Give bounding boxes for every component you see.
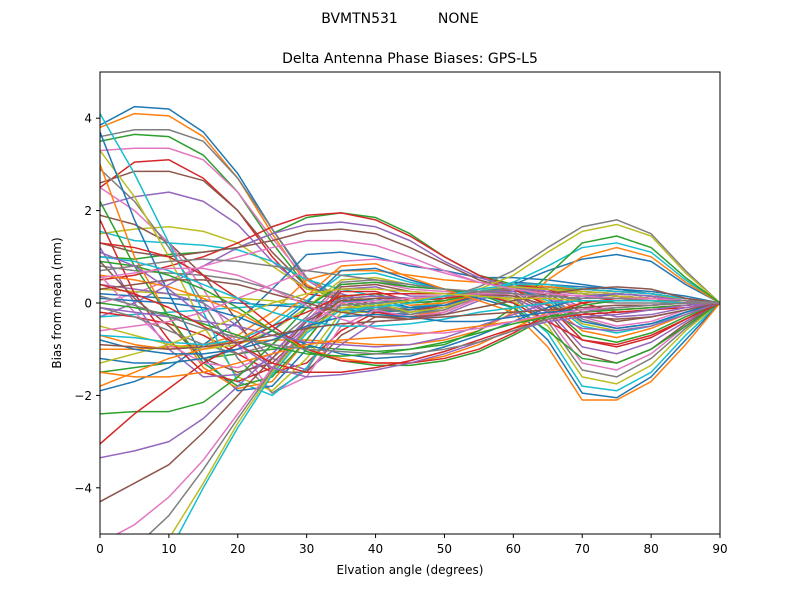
x-axis-label: Elvation angle (degrees) <box>337 563 484 577</box>
series-layer <box>100 105 720 534</box>
series-line-50 <box>177 283 720 534</box>
series-line-44 <box>100 293 720 445</box>
series-line-66 <box>100 302 720 350</box>
x-axis: 0 10 20 30 40 50 60 70 80 90 <box>96 534 728 556</box>
series-line-68 <box>100 295 720 355</box>
series-line-64 <box>100 283 720 374</box>
series-line-40 <box>100 272 720 392</box>
y-axis: −4 −2 0 2 4 <box>74 112 100 495</box>
series-line-58 <box>100 258 720 304</box>
series-line-35 <box>100 247 720 378</box>
x-tick-label: 10 <box>161 542 176 556</box>
series-line-42 <box>100 262 720 401</box>
y-tick-label: −4 <box>74 481 92 495</box>
chart-title: Delta Antenna Phase Biases: GPS-L5 <box>282 51 538 67</box>
y-tick-label: 2 <box>84 204 92 218</box>
series-line-65 <box>100 251 720 378</box>
x-tick-label: 70 <box>575 542 590 556</box>
x-tick-label: 50 <box>437 542 452 556</box>
x-tick-label: 90 <box>712 542 727 556</box>
series-line-32 <box>100 164 720 390</box>
x-tick-label: 60 <box>506 542 521 556</box>
figure-suptitle: BVMTN531 NONE <box>321 11 478 27</box>
x-tick-label: 30 <box>299 542 314 556</box>
series-line-49 <box>170 286 720 534</box>
y-tick-label: 0 <box>84 297 92 311</box>
x-tick-label: 40 <box>368 542 383 556</box>
x-tick-label: 80 <box>643 542 658 556</box>
series-line-55 <box>100 293 720 348</box>
series-line-60 <box>100 256 720 327</box>
series-line-43 <box>100 281 720 415</box>
x-tick-label: 0 <box>96 542 104 556</box>
y-tick-label: −2 <box>74 389 92 403</box>
series-line-21 <box>100 253 720 313</box>
series-line-41 <box>100 267 720 399</box>
y-axis-label: Bias from mean (mm) <box>50 237 64 368</box>
x-tick-label: 20 <box>230 542 245 556</box>
y-tick-label: 4 <box>84 112 92 126</box>
series-line-63 <box>100 302 720 357</box>
